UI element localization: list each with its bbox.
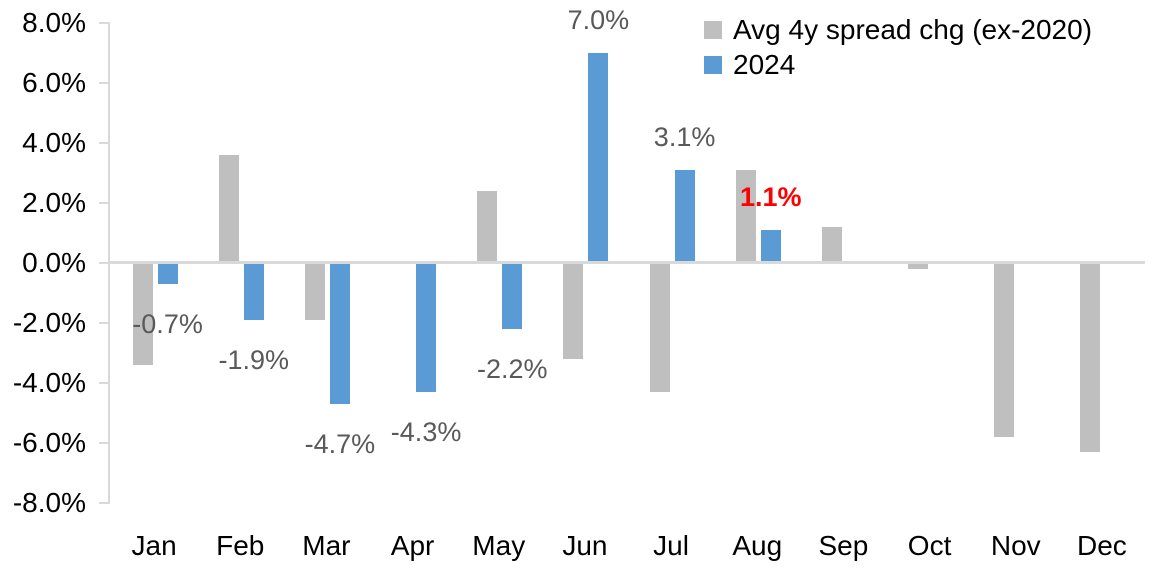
bar-2024 — [243, 263, 264, 320]
bar-avg-spread — [304, 263, 325, 320]
bar-avg-spread — [563, 263, 584, 359]
data-label: 7.0% — [567, 5, 630, 35]
bar-avg-spread — [735, 170, 756, 263]
y-axis-tick-label: -2.0% — [12, 307, 86, 338]
y-axis-tick-label: -4.0% — [12, 367, 86, 398]
bar-2024 — [588, 53, 609, 263]
legend: Avg 4y spread chg (ex-2020) 2024 — [704, 12, 1092, 82]
bar-avg-spread — [218, 155, 239, 263]
y-axis-tick — [99, 382, 109, 384]
y-axis-tick-label: -6.0% — [12, 427, 86, 458]
x-axis-month-label: Sep — [818, 530, 869, 561]
x-axis-month-label: May — [472, 530, 526, 561]
y-axis-tick — [99, 22, 109, 24]
bar-avg-spread — [477, 191, 498, 263]
x-axis-month-label: Feb — [216, 530, 265, 561]
x-axis-month-label: Mar — [302, 530, 351, 561]
y-axis-tick — [99, 322, 109, 324]
y-axis-tick — [99, 82, 109, 84]
bar-2024 — [329, 263, 350, 404]
legend-item-avg-spread: Avg 4y spread chg (ex-2020) — [704, 12, 1092, 47]
bar-2024 — [157, 263, 178, 284]
data-label: -4.7% — [304, 429, 376, 459]
bar-avg-spread — [132, 263, 153, 365]
y-axis-tick-label: 0.0% — [22, 247, 86, 278]
legend-label-2024: 2024 — [733, 48, 796, 80]
legend-swatch-2024-icon — [704, 55, 722, 74]
x-axis-month-label: Apr — [390, 530, 435, 561]
bar-2024 — [502, 263, 523, 329]
data-label: -2.2% — [476, 354, 548, 384]
y-axis-tick — [99, 142, 109, 144]
y-axis-tick-label: 8.0% — [22, 7, 86, 38]
x-axis-month-label: Nov — [990, 530, 1041, 561]
x-axis-month-label: Jun — [562, 530, 608, 561]
x-axis-month-label: Jul — [653, 530, 689, 561]
bar-2024 — [760, 230, 781, 263]
zero-axis-line — [108, 261, 1145, 264]
x-axis-month-label: Dec — [1077, 530, 1127, 561]
y-axis-tick — [99, 262, 109, 264]
y-axis-tick-label: 4.0% — [22, 127, 86, 158]
data-label: -0.7% — [132, 309, 203, 339]
data-label: 3.1% — [653, 122, 716, 152]
y-axis-tick-label: -8.0% — [12, 487, 86, 518]
y-axis-tick — [99, 442, 109, 444]
y-axis-tick — [99, 502, 109, 504]
bar-2024 — [416, 263, 437, 392]
data-label: -4.3% — [390, 417, 462, 447]
data-label: 1.1% — [739, 182, 802, 212]
bar-avg-spread — [821, 227, 842, 263]
legend-item-2024: 2024 — [704, 47, 1092, 82]
data-label: -1.9% — [218, 345, 290, 375]
x-axis-month-label: Oct — [907, 530, 952, 561]
bar-avg-spread — [1080, 263, 1101, 452]
bar-avg-spread — [649, 263, 670, 392]
bar-avg-spread — [908, 263, 929, 269]
y-axis-tick — [99, 202, 109, 204]
legend-swatch-avg-spread-icon — [704, 20, 722, 39]
x-axis-month-label: Aug — [732, 530, 783, 561]
legend-label-avg-spread: Avg 4y spread chg (ex-2020) — [733, 13, 1093, 45]
bar-2024 — [674, 170, 695, 263]
y-axis-tick-label: 6.0% — [22, 67, 86, 98]
bar-avg-spread — [994, 263, 1015, 437]
y-axis-tick-label: 2.0% — [22, 187, 86, 218]
x-axis-month-label: Jan — [131, 530, 177, 561]
